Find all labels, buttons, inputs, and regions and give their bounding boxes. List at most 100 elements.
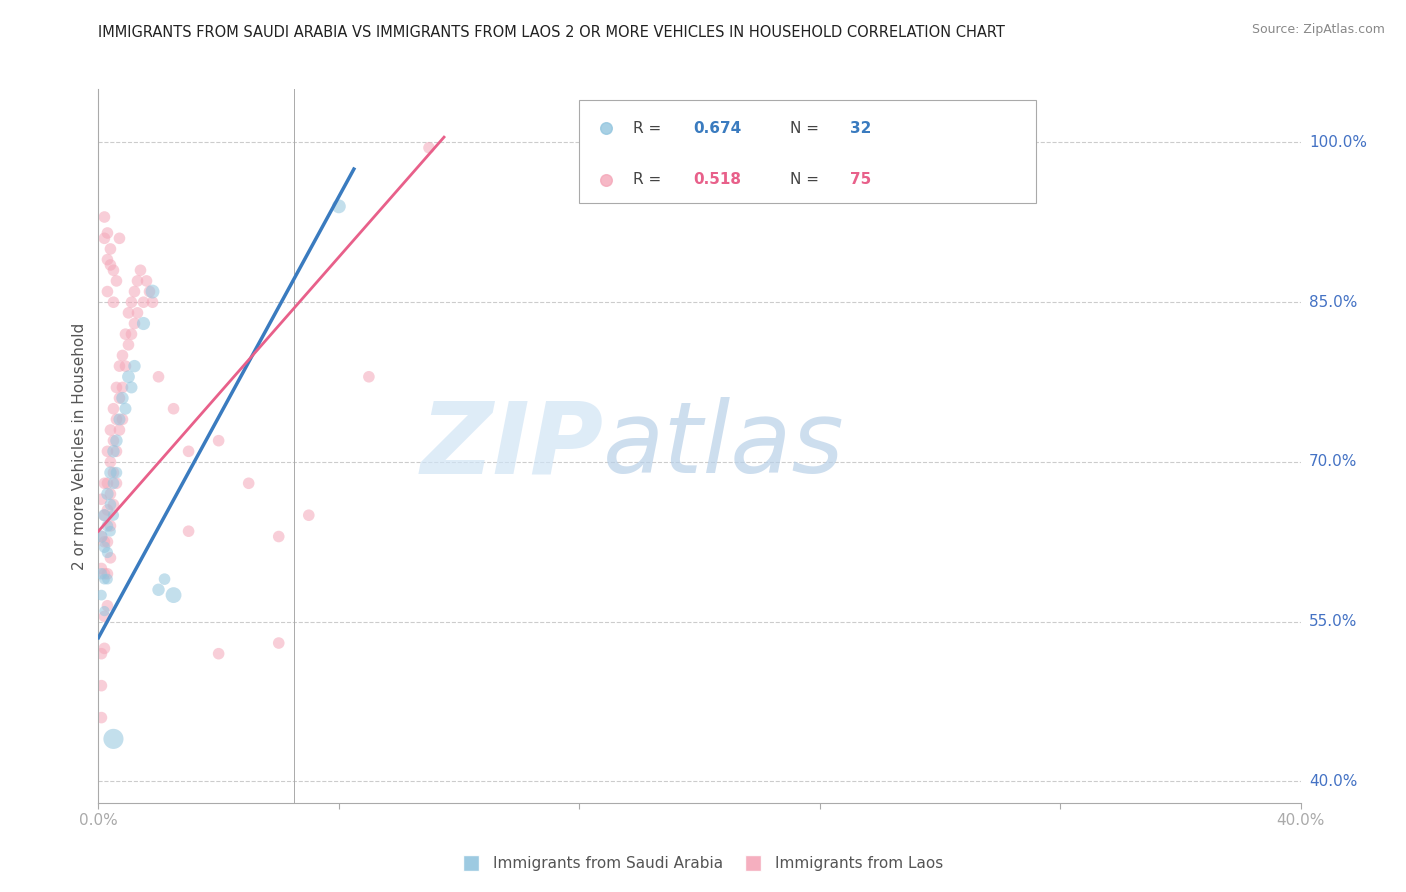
Point [238,476,260,491]
Point [96,519,118,533]
Point [117,369,139,384]
Point [93,231,115,245]
Point [124,317,146,331]
Text: 32: 32 [849,121,872,136]
Point [127,274,149,288]
Point [90,561,112,575]
Point [127,306,149,320]
Point [105,380,128,394]
Point [141,285,163,299]
Point [96,444,118,458]
Point [111,412,134,426]
Point [93,476,115,491]
Point [103,263,125,277]
Point [141,295,163,310]
Point [93,572,115,586]
Point [93,609,115,624]
Point [96,545,118,559]
Point [90,679,112,693]
Point [103,295,125,310]
Point [96,226,118,240]
Point [1355,194,1378,208]
Point [111,380,134,394]
Point [298,508,321,523]
Point [162,588,184,602]
Point [96,503,118,517]
Text: 0.518: 0.518 [693,172,741,187]
Point [103,401,125,416]
Point [328,199,350,213]
Point [108,391,131,405]
Point [208,434,231,448]
Point [162,401,184,416]
Point [177,524,200,539]
Point [93,641,115,656]
Point [105,444,128,458]
Text: 55.0%: 55.0% [1309,615,1357,629]
Point [96,534,118,549]
Point [100,423,122,437]
Point [177,444,200,458]
Point [132,317,155,331]
Point [100,466,122,480]
Point [132,295,155,310]
Point [121,295,143,310]
Point [103,508,125,523]
Point [114,327,136,342]
Point [93,566,115,581]
Point [90,492,112,507]
Text: 75: 75 [849,172,870,187]
Point [105,274,128,288]
Point [357,369,380,384]
Text: ZIP: ZIP [420,398,603,494]
Point [105,412,128,426]
Point [105,466,128,480]
Point [124,285,146,299]
Point [100,242,122,256]
Legend: Immigrants from Saudi Arabia, Immigrants from Laos: Immigrants from Saudi Arabia, Immigrants… [450,850,949,877]
Text: Source: ZipAtlas.com: Source: ZipAtlas.com [1251,22,1385,36]
Text: N =: N = [790,121,824,136]
Point [153,572,176,586]
Point [90,529,112,543]
Point [121,327,143,342]
Point [103,466,125,480]
Point [108,423,131,437]
Text: 40.0%: 40.0% [1309,774,1357,789]
Point [103,476,125,491]
Point [208,647,231,661]
Point [267,636,290,650]
Point [1355,270,1378,285]
Point [100,550,122,565]
Text: R =: R = [633,172,666,187]
Point [111,391,134,405]
Point [103,444,125,458]
Point [90,588,112,602]
Point [111,349,134,363]
Point [117,306,139,320]
Text: 0.674: 0.674 [693,121,742,136]
Point [114,359,136,373]
Point [135,274,157,288]
Point [93,210,115,224]
Text: N =: N = [790,172,824,187]
Text: 100.0%: 100.0% [1309,135,1367,150]
Point [148,582,170,597]
Point [129,263,152,277]
Point [105,434,128,448]
Point [148,369,170,384]
Point [103,498,125,512]
Point [100,258,122,272]
Point [100,519,122,533]
Y-axis label: 2 or more Vehicles in Household: 2 or more Vehicles in Household [72,322,87,570]
Point [93,540,115,554]
Point [96,252,118,267]
Text: 70.0%: 70.0% [1309,455,1357,469]
Point [267,529,290,543]
Point [103,731,125,746]
Point [105,476,128,491]
Point [108,359,131,373]
Text: atlas: atlas [603,398,845,494]
Point [96,476,118,491]
Point [108,412,131,426]
